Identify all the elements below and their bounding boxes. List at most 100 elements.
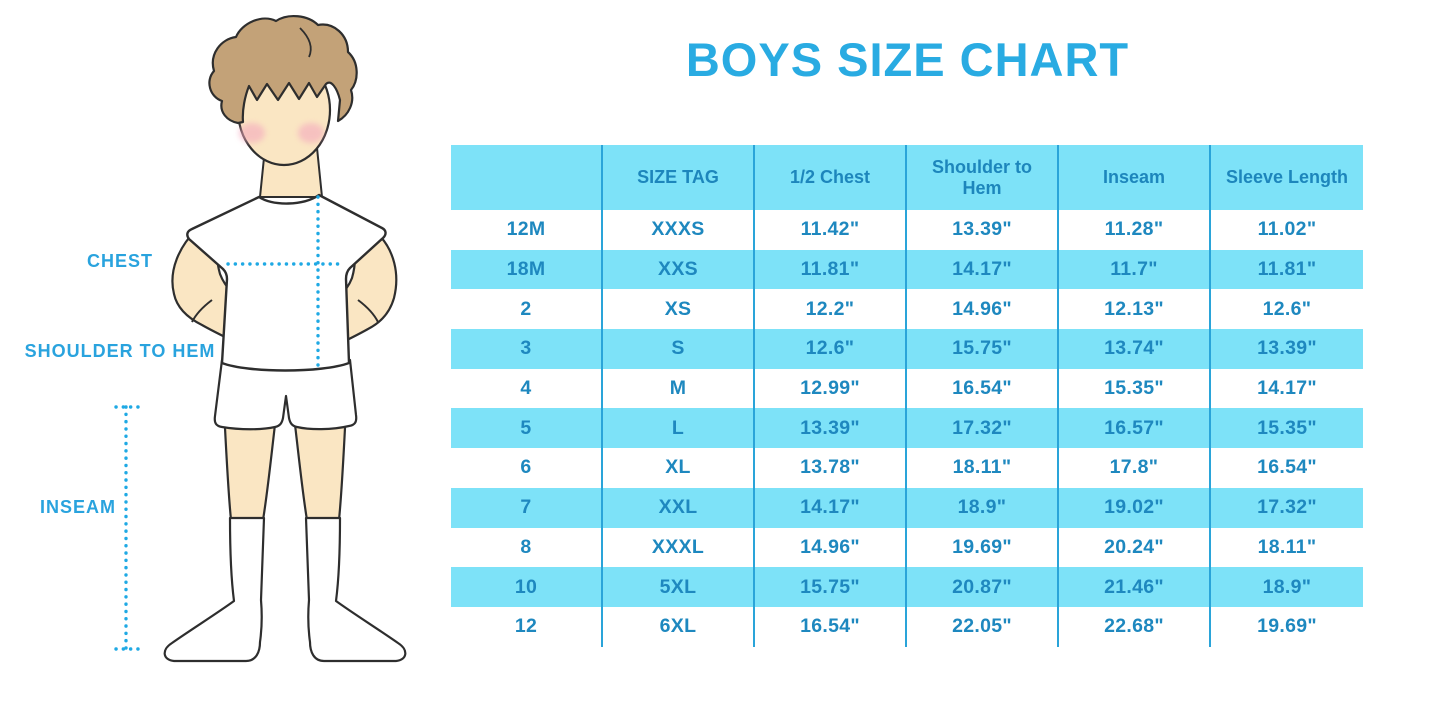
value-cell: 12.99" <box>755 368 907 409</box>
value-cell: 11.81" <box>1257 258 1317 281</box>
size-cell: 2 <box>451 289 603 330</box>
size-cell: 4 <box>451 368 603 409</box>
value-cell: XXXS <box>603 210 755 250</box>
size-cell: 5 <box>451 408 603 449</box>
size-table-body: 12M XXXS 11.42" 13.39" 11.28" 11.02" 18M XXS 11.… <box>451 210 1363 647</box>
boy-hair-strand <box>299 27 312 58</box>
header-cell: Shoulder to Hem <box>907 145 1059 210</box>
value-cell: S <box>603 329 755 369</box>
value-cell: 12.6" <box>755 329 907 369</box>
size-cell: 8 <box>451 527 603 568</box>
value-cell: 20.87" <box>907 567 1059 607</box>
table-row: 12 6XL 16.54" 22.05" 22.68" 19.69" <box>451 606 1363 647</box>
size-table: SIZE TAG 1/2 Chest Shoulder to Hem Inseam Sl… <box>451 145 1363 647</box>
size-cell: 12M <box>451 210 603 250</box>
value-cell: 11.42" <box>755 210 907 250</box>
header-cell: 1/2 Chest <box>755 145 907 210</box>
boy-left-elbow-line <box>191 299 213 323</box>
value-cell: XS <box>603 289 755 330</box>
value-cell: 18.11" <box>1257 535 1317 558</box>
value-cell: 11.28" <box>1059 210 1211 250</box>
table-row: 3 S 12.6" 15.75" 13.74" 13.39" <box>451 329 1363 369</box>
value-cell: 11.81" <box>755 249 907 290</box>
boy-left-sock <box>163 516 266 663</box>
value-cell: 22.05" <box>907 606 1059 647</box>
table-row: 2 XS 12.2" 14.96" 12.13" 12.6" <box>451 289 1363 330</box>
value-cell: 6XL <box>603 606 755 647</box>
table-row: 4 M 12.99" 16.54" 15.35" 14.17" <box>451 368 1363 409</box>
value-cell: 17.32" <box>1257 496 1317 519</box>
table-row: 18M XXS 11.81" 14.17" 11.7" 11.81" <box>451 249 1363 290</box>
boy-shirt <box>186 193 387 372</box>
value-cell: M <box>603 368 755 409</box>
table-row: 10 5XL 15.75" 20.87" 21.46" 18.9" <box>451 567 1363 607</box>
table-row: 8 XXXL 14.96" 19.69" 20.24" 18.11" <box>451 527 1363 568</box>
inseam-label: INSEAM <box>39 497 116 517</box>
size-cell: 12 <box>451 606 603 647</box>
size-cell: 7 <box>451 487 603 528</box>
boy-right-sock <box>304 516 407 663</box>
value-cell: 22.68" <box>1059 606 1211 647</box>
size-cell: 3 <box>451 329 603 369</box>
value-cell: 21.46" <box>1059 567 1211 607</box>
value-cell: XL <box>603 448 755 488</box>
value-cell: 13.39" <box>1257 337 1317 360</box>
value-cell: 14.96" <box>907 289 1059 330</box>
value-cell: 19.69" <box>907 527 1059 568</box>
value-cell: 15.35" <box>1059 368 1211 409</box>
header-cell: SIZE TAG <box>603 145 755 210</box>
value-cell: L <box>603 408 755 449</box>
value-cell: 13.39" <box>755 408 907 449</box>
value-cell: 15.75" <box>907 329 1059 369</box>
boy-hair <box>208 15 358 125</box>
value-cell: 13.39" <box>907 210 1059 250</box>
value-cell: 12.2" <box>755 289 907 330</box>
header-cell: Sleeve Length <box>1225 167 1349 188</box>
boy-right-elbow-line <box>357 299 379 323</box>
value-cell: 18.9" <box>907 487 1059 528</box>
value-cell: 12.13" <box>1059 289 1211 330</box>
value-cell: 18.11" <box>907 448 1059 488</box>
value-cell: XXXL <box>603 527 755 568</box>
header-cell: Inseam <box>1059 145 1211 210</box>
table-row: 6 XL 13.78" 18.11" 17.8" 16.54" <box>451 448 1363 488</box>
page-title: BOYS SIZE CHART <box>685 33 1130 86</box>
value-cell: 15.35" <box>1257 416 1317 439</box>
table-row: 5 L 13.39" 17.32" 16.57" 15.35" <box>451 408 1363 449</box>
size-cell: 6 <box>451 448 603 488</box>
value-cell: XXL <box>603 487 755 528</box>
header-cell <box>451 145 603 210</box>
value-cell: 12.6" <box>1262 297 1312 320</box>
value-cell: 13.74" <box>1059 329 1211 369</box>
value-cell: 11.02" <box>1257 218 1317 241</box>
value-cell: XXS <box>603 249 755 290</box>
boy-shorts <box>213 358 358 431</box>
size-table-header: SIZE TAG 1/2 Chest Shoulder to Hem Inseam Sl… <box>451 145 1363 210</box>
value-cell: 19.02" <box>1059 487 1211 528</box>
boy-left-cheek <box>239 123 265 143</box>
value-cell: 19.69" <box>1257 615 1317 638</box>
size-cell: 18M <box>451 249 603 290</box>
value-cell: 16.54" <box>907 368 1059 409</box>
boy-illustration <box>114 15 407 663</box>
value-cell: 14.96" <box>755 527 907 568</box>
value-cell: 16.54" <box>755 606 907 647</box>
value-cell: 14.17" <box>755 487 907 528</box>
value-cell: 16.54" <box>1257 456 1317 479</box>
value-cell: 15.75" <box>755 567 907 607</box>
value-cell: 13.78" <box>755 448 907 488</box>
value-cell: 11.7" <box>1059 249 1211 290</box>
value-cell: 5XL <box>603 567 755 607</box>
boy-right-cheek <box>298 123 324 143</box>
value-cell: 14.17" <box>907 249 1059 290</box>
value-cell: 14.17" <box>1257 377 1317 400</box>
chest-label: CHEST <box>86 251 153 271</box>
boy-measurement-figure: CHEST SHOULDER TO HEM INSEAM <box>0 0 455 723</box>
table-row: 12M XXXS 11.42" 13.39" 11.28" 11.02" <box>451 210 1363 250</box>
value-cell: 20.24" <box>1059 527 1211 568</box>
value-cell: 17.32" <box>907 408 1059 449</box>
value-cell: 16.57" <box>1059 408 1211 449</box>
table-row: 7 XXL 14.17" 18.9" 19.02" 17.32" <box>451 487 1363 528</box>
shoulder-to-hem-label: SHOULDER TO HEM <box>24 341 216 361</box>
